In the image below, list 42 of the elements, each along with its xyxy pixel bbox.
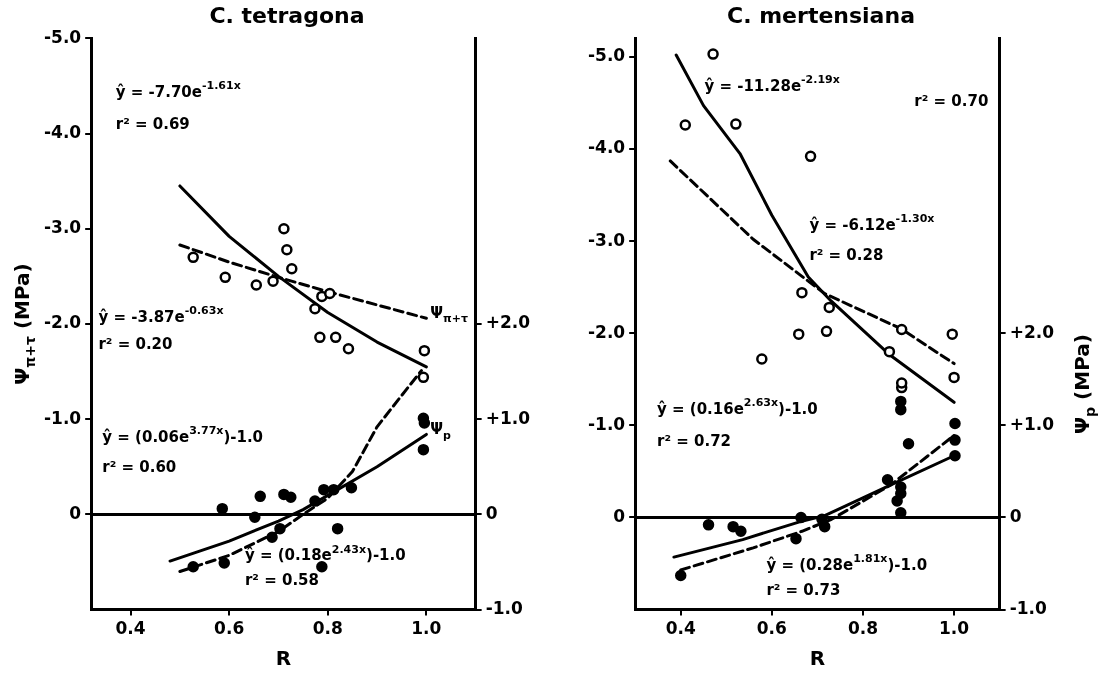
y2-tick-label: -1.0	[1009, 598, 1047, 619]
x-tick-label: 0.8	[847, 618, 879, 639]
x-tick-label: 0.6	[214, 618, 245, 639]
x-tick-label: 1.0	[939, 618, 970, 639]
y2-tick-label: +2.0	[485, 312, 531, 333]
annotation: r² = 0.28	[809, 245, 884, 264]
annotation: r² = 0.60	[102, 457, 177, 476]
y-tick-label: -2.0	[588, 321, 626, 342]
y2-tick-label: 0	[1009, 505, 1022, 526]
annotation: r² = 0.58	[244, 570, 319, 589]
y-tick-label: -5.0	[588, 45, 626, 66]
x-tick-label: 1.0	[411, 618, 442, 639]
annotation: r² = 0.73	[766, 581, 841, 600]
y-tick-label: -2.0	[44, 312, 82, 333]
y-tick-label: -3.0	[44, 217, 82, 238]
annotation: r² = 0.69	[115, 115, 190, 134]
y-tick-label: -3.0	[588, 229, 626, 250]
x-axis-title: R	[275, 646, 292, 671]
y2-tick-label: +2.0	[1009, 321, 1055, 342]
y2-axis-title: Ψp (MPa)	[1070, 334, 1098, 434]
chart-title: C. tetragona	[209, 2, 365, 28]
y-tick-label: -4.0	[44, 122, 82, 143]
y-tick-label: -4.0	[588, 137, 626, 158]
x-tick-label: 0.4	[115, 618, 146, 639]
y-axis-title: Ψπ+τ (MPa)	[10, 263, 38, 385]
annotation: r² = 0.70	[914, 91, 989, 110]
x-tick-label: 0.8	[312, 618, 343, 639]
y2-tick-label: +1.0	[485, 407, 531, 428]
y-tick-label: 0	[613, 505, 626, 526]
x-tick-label: 0.4	[665, 618, 696, 639]
y-tick-label: -1.0	[44, 407, 82, 428]
y-tick-label: -5.0	[44, 26, 82, 47]
annotation: r² = 0.72	[657, 431, 732, 450]
y2-tick-label: -1.0	[485, 598, 523, 619]
y-tick-label: 0	[69, 502, 82, 523]
x-tick-label: 0.6	[756, 618, 787, 639]
y2-tick-label: 0	[485, 502, 498, 523]
y-tick-label: -1.0	[588, 413, 626, 434]
x-axis-title: R	[809, 646, 826, 671]
y2-tick-label: +1.0	[1009, 413, 1055, 434]
chart-title: C. mertensiana	[727, 2, 915, 28]
annotation: r² = 0.20	[98, 335, 173, 354]
